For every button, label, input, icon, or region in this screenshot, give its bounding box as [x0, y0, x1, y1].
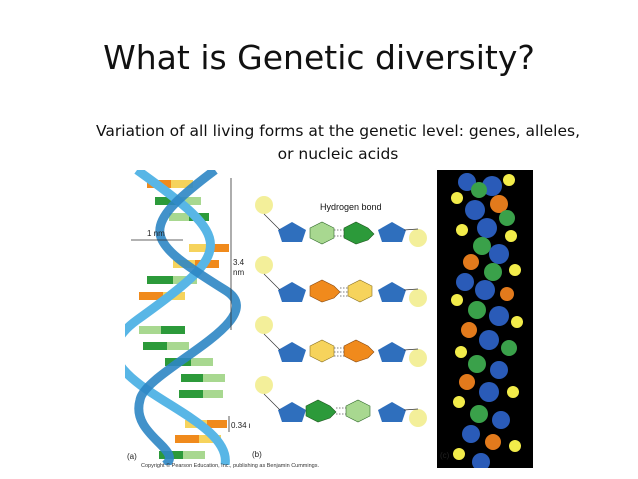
slide-title: What is Genetic diversity?: [103, 38, 535, 77]
copyright-notice: Copyright © Pearson Education, Inc., pub…: [141, 463, 320, 469]
turn-label-unit: nm: [233, 268, 244, 277]
backbone-strand-1: [125, 170, 230, 465]
base-pair-chemistry-diagram: Hydrogen bond (b): [252, 196, 427, 459]
backbone-strand-2: [134, 170, 241, 465]
base-rings: [305, 221, 375, 423]
hydrogen-bond-label: Hydrogen bond: [320, 202, 382, 212]
subtitle-line-2: or nucleic acids: [277, 145, 399, 163]
dna-double-helix-diagram: 1 nm 3.4 nm 0.34 nm (a): [125, 170, 250, 465]
subtitle-line-1: Variation of all living forms at the gen…: [95, 122, 581, 140]
atom-spheres: [451, 173, 523, 468]
space-filling-dna-model: [437, 170, 533, 468]
sugar-rings: [278, 222, 406, 422]
slide-subtitle: Variation of all living forms at the gen…: [68, 120, 608, 166]
panel-a-label: (a): [127, 452, 137, 461]
panel-c-label: (c): [440, 451, 450, 460]
panel-b-label: (b): [252, 450, 262, 459]
hydrogen-bond-dots: [334, 229, 348, 415]
width-label: 1 nm: [147, 229, 165, 238]
turn-label-number: 3.4: [233, 258, 245, 267]
phosphate-groups: [255, 196, 427, 427]
rise-label: 0.34 nm: [231, 421, 250, 430]
backbone-bonds: [263, 213, 419, 411]
